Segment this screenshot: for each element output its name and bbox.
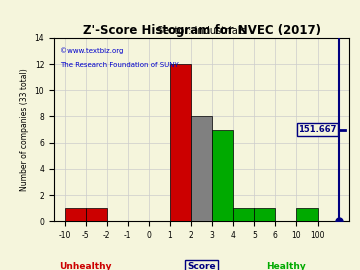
Bar	[212, 130, 233, 221]
Text: Healthy: Healthy	[266, 262, 306, 270]
Text: Unhealthy: Unhealthy	[59, 262, 112, 270]
Bar	[233, 208, 254, 221]
Bar	[297, 208, 318, 221]
Text: Sector: Industrials: Sector: Industrials	[157, 26, 246, 36]
Text: 151.667: 151.667	[298, 125, 337, 134]
Text: Score: Score	[187, 262, 216, 270]
Y-axis label: Number of companies (33 total): Number of companies (33 total)	[20, 68, 29, 191]
Text: ©www.textbiz.org: ©www.textbiz.org	[60, 47, 123, 54]
Bar	[170, 64, 191, 221]
Bar	[191, 116, 212, 221]
Text: The Research Foundation of SUNY: The Research Foundation of SUNY	[60, 62, 179, 68]
Bar	[64, 208, 86, 221]
Bar	[254, 208, 275, 221]
Bar	[86, 208, 107, 221]
Title: Z'-Score Histogram for NVEC (2017): Z'-Score Histogram for NVEC (2017)	[82, 24, 321, 37]
